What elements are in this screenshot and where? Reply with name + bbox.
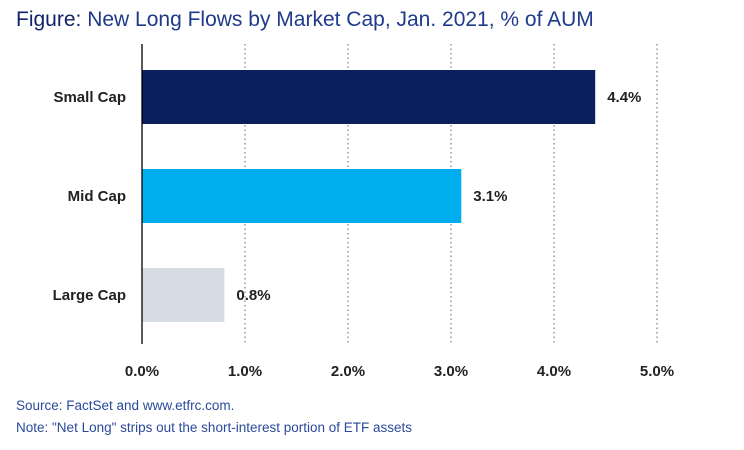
data-labels: 4.4% 3.1% 0.8% — [236, 89, 641, 304]
x-tick-label: 2.0% — [331, 363, 365, 380]
category-label: Mid Cap — [68, 188, 126, 205]
data-label: 4.4% — [607, 89, 641, 106]
source-note: Source: FactSet and www.etfrc.com. — [16, 398, 235, 413]
category-label: Large Cap — [53, 287, 126, 304]
bar-chart: Small Cap Mid Cap Large Cap 4.4% 3.1% 0.8% 0… — [53, 44, 674, 380]
x-tick-label: 3.0% — [434, 363, 468, 380]
title-lead: Figure: — [16, 8, 82, 31]
x-tick-label: 1.0% — [228, 363, 262, 380]
x-tick-label: 0.0% — [125, 363, 159, 380]
category-label: Small Cap — [53, 89, 126, 106]
bar-large-cap — [142, 268, 225, 322]
bar-small-cap — [142, 70, 596, 124]
bars — [142, 70, 596, 322]
bar-mid-cap — [142, 169, 462, 223]
chart-title: Figure: New Long Flows by Market Cap, Ja… — [16, 8, 594, 32]
x-tick-label: 5.0% — [640, 363, 674, 380]
x-tick-label: 4.0% — [537, 363, 571, 380]
title-text: New Long Flows by Market Cap, Jan. 2021,… — [87, 8, 594, 31]
data-label: 3.1% — [473, 188, 507, 205]
data-label: 0.8% — [236, 287, 270, 304]
explanatory-note: Note: "Net Long" strips out the short-in… — [16, 420, 413, 435]
x-tick-labels: 0.0% 1.0% 2.0% 3.0% 4.0% 5.0% — [125, 363, 674, 380]
category-labels: Small Cap Mid Cap Large Cap — [53, 89, 126, 304]
